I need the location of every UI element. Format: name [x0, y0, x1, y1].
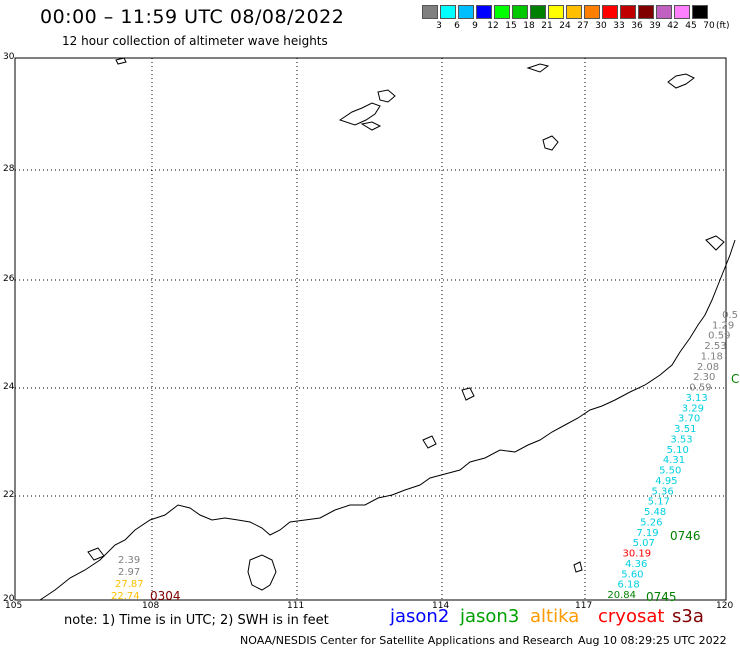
lon-tick-label: 117: [575, 601, 593, 611]
generated-timestamp: Aug 10 08:29:25 UTC 2022: [578, 634, 727, 647]
credit-line: NOAA/NESDIS Center for Satellite Applica…: [240, 634, 574, 647]
scale-label-36: 36: [631, 21, 643, 31]
lon-tick-label: 108: [142, 601, 160, 611]
scale-swatch-9: [458, 5, 474, 19]
scale-swatch-27: [566, 5, 582, 19]
lat-tick-label: 30: [3, 52, 15, 62]
scale-swatch-30: [584, 5, 600, 19]
swh-value-label: 2.08: [697, 362, 719, 373]
scale-swatch-33: [602, 5, 618, 19]
swh-value-label: 5.26: [640, 517, 662, 528]
swh-value-label: 5.36: [652, 486, 674, 497]
swh-value-label: 2.53: [704, 341, 726, 352]
pass-time-label: 0304: [150, 589, 181, 603]
swh-value-label: 5.07: [633, 538, 655, 549]
scale-label-30: 30: [595, 21, 607, 31]
pass-time-label: C: [731, 372, 739, 386]
lat-tick-label: 26: [3, 274, 15, 284]
swh-value-label: 1.18: [701, 351, 723, 362]
satellite-jason3: jason3: [460, 606, 520, 627]
east-track-labels: 0.51.290.592.531.182.082.300.593.133.293…: [150, 310, 739, 604]
swh-value-label: 1.29: [712, 320, 734, 331]
swh-value-label: 3.29: [682, 403, 704, 414]
scale-swatch-42: [656, 5, 672, 19]
scale-label-33: 33: [613, 21, 625, 31]
swh-value-label: 5.17: [648, 497, 670, 508]
scale-label-3: 3: [436, 21, 442, 31]
swh-value-label: 0.5: [722, 310, 738, 321]
lon-tick-label: 120: [716, 601, 734, 611]
scale-swatch-24: [548, 5, 564, 19]
swh-value-label: 5.60: [621, 569, 643, 580]
satellite-s3a: s3a: [672, 606, 704, 627]
swh-value-label: 5.48: [644, 507, 666, 518]
pass-time-label: 0746: [670, 529, 701, 543]
scale-label-42: 42: [667, 21, 679, 31]
chart-title: 00:00 – 11:59 UTC 08/08/2022: [40, 6, 345, 28]
scale-swatch-45: [674, 5, 690, 19]
swh-value-label: 4.31: [663, 455, 685, 466]
scale-swatch-39: [638, 5, 654, 19]
altimeter-map: 0.51.290.592.531.182.082.300.593.133.293…: [14, 57, 739, 604]
lon-tick-label: 114: [432, 601, 450, 611]
swh-value-label: 6.18: [618, 580, 640, 591]
swh-value-label: 5.50: [659, 466, 681, 477]
satellite-altika: altika: [530, 606, 580, 627]
lat-lon-grid: [15, 58, 726, 600]
scale-label-9: 9: [472, 21, 478, 31]
satellite-jason2: jason2: [390, 606, 450, 627]
lon-tick-label: 111: [287, 601, 305, 611]
satellite-cryosat: cryosat: [598, 606, 665, 627]
scale-label-15: 15: [505, 21, 517, 31]
swh-value-label: 0.59: [689, 383, 711, 394]
swh-value-label: 7.19: [636, 528, 658, 539]
swh-value-label: 2.39: [118, 555, 140, 566]
swh-value-label: 3.13: [686, 393, 708, 404]
coastline: [39, 57, 736, 601]
swh-value-label: 3.51: [674, 424, 696, 435]
footer-note: note: 1) Time is in UTC; 2) SWH is in fe…: [64, 613, 329, 628]
swh-value-label: 20.84: [607, 590, 636, 601]
lat-tick-label: 22: [3, 490, 15, 500]
scale-swatch-12: [476, 5, 492, 19]
swh-value-label: 0.59: [708, 331, 730, 342]
swh-value-label: 3.70: [678, 414, 700, 425]
pass-time-label: 0745: [646, 590, 677, 604]
scale-label-24: 24: [559, 21, 571, 31]
swh-value-label: 2.30: [693, 372, 715, 383]
swh-value-label: 4.95: [655, 476, 677, 487]
swh-value-label: 22.74: [111, 591, 140, 602]
scale-swatch-36: [620, 5, 636, 19]
scale-label-70: 70: [703, 21, 715, 31]
scale-label-6: 6: [454, 21, 460, 31]
scale-units-label: (ft): [716, 21, 730, 31]
scale-swatch-21: [530, 5, 546, 19]
lon-tick-label: 105: [5, 601, 23, 611]
map-frame: [14, 57, 727, 601]
scale-swatch-3: [422, 5, 438, 19]
scale-swatch-15: [494, 5, 510, 19]
scale-label-27: 27: [577, 21, 589, 31]
lat-tick-label: 28: [3, 164, 15, 174]
chart-subtitle: 12 hour collection of altimeter wave hei…: [62, 34, 328, 48]
scale-swatch-6: [440, 5, 456, 19]
scale-swatch-70: [692, 5, 708, 19]
lat-tick-label: 20: [3, 594, 15, 604]
swh-value-label: 2.97: [118, 567, 140, 578]
lat-tick-label: 24: [3, 382, 15, 392]
swh-value-label: 27.87: [115, 579, 144, 590]
scale-swatch-18: [512, 5, 528, 19]
scale-label-12: 12: [487, 21, 499, 31]
swh-value-label: 4.36: [625, 559, 647, 570]
swh-value-label: 3.53: [670, 434, 692, 445]
swh-value-label: 30.19: [622, 549, 651, 560]
scale-label-39: 39: [649, 21, 661, 31]
scale-label-18: 18: [523, 21, 535, 31]
scale-label-45: 45: [685, 21, 697, 31]
scale-label-21: 21: [541, 21, 553, 31]
swh-value-label: 5.10: [667, 445, 689, 456]
